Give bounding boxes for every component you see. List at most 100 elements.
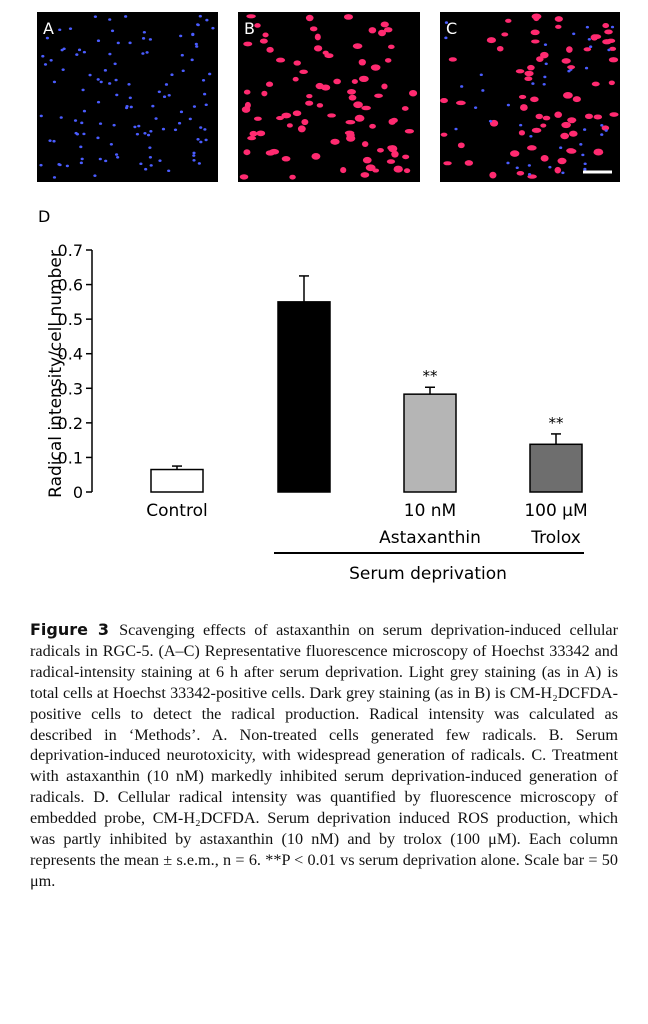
cell [96, 100, 101, 104]
cell [391, 150, 399, 158]
cell [197, 162, 201, 165]
cell [201, 78, 206, 82]
cell [158, 159, 162, 162]
cell [370, 64, 381, 71]
cell [535, 113, 543, 120]
panel-label: B [244, 19, 255, 38]
cell [443, 161, 452, 166]
cell [58, 28, 62, 32]
micrograph-a [37, 12, 218, 182]
figure: A B C D Radical intensity/cell number Se… [37, 12, 620, 584]
cell [276, 57, 286, 63]
cell [198, 14, 202, 18]
cell [383, 27, 393, 33]
cell [327, 113, 336, 118]
bar [529, 443, 583, 493]
cell [531, 39, 540, 44]
cell [149, 164, 153, 167]
cell [340, 166, 347, 174]
cell [108, 82, 112, 85]
cell [610, 25, 615, 29]
cell [360, 172, 370, 178]
cell [297, 125, 306, 133]
cell [530, 96, 539, 103]
cell [116, 41, 120, 45]
cell [181, 69, 185, 73]
cell [82, 50, 87, 54]
cell [109, 142, 113, 146]
cell [561, 58, 571, 64]
cell [306, 93, 313, 99]
cell [358, 58, 366, 66]
cell [141, 52, 145, 55]
cell [583, 167, 587, 171]
cell [115, 93, 119, 97]
cell [39, 114, 43, 118]
cell [560, 132, 570, 140]
cell [583, 47, 592, 52]
cell [559, 146, 563, 150]
cell [135, 132, 140, 136]
cell [114, 78, 118, 82]
cell [157, 90, 161, 94]
cell [518, 94, 527, 99]
cell [567, 117, 577, 123]
cell [510, 150, 520, 157]
x-tick-sublabel: Astaxanthin [379, 528, 481, 548]
cell [167, 169, 171, 173]
cell [41, 54, 45, 58]
y-tick-label: 0.7 [58, 241, 83, 260]
caption-label: Figure 3 [30, 620, 110, 639]
cell [365, 164, 376, 172]
cell [148, 38, 152, 41]
cell [148, 146, 152, 149]
cell [608, 80, 615, 86]
cell [388, 118, 396, 125]
cell [179, 34, 183, 38]
cell [591, 34, 602, 40]
cell [519, 123, 523, 127]
cell [344, 130, 355, 136]
cell [585, 25, 589, 29]
cell [361, 141, 369, 148]
cell [74, 131, 78, 135]
y-tick-label: 0.5 [58, 310, 83, 329]
cell [292, 110, 302, 117]
cell [79, 145, 83, 149]
cell [162, 95, 167, 99]
cell [609, 46, 617, 51]
cell [161, 127, 166, 131]
cell [203, 128, 207, 131]
cell [460, 85, 464, 88]
cell [133, 125, 137, 129]
cell [99, 80, 103, 84]
cell [110, 29, 115, 33]
cell [39, 163, 43, 167]
cell [68, 27, 73, 30]
cell [143, 131, 147, 135]
cell [141, 37, 146, 40]
cell [142, 30, 146, 34]
cell [345, 120, 356, 125]
cell [601, 125, 610, 131]
cell [587, 37, 591, 41]
panel-label: A [43, 19, 54, 38]
y-tick-label: 0.3 [58, 379, 83, 398]
cell [154, 117, 158, 120]
cell [196, 23, 200, 26]
cell [455, 100, 466, 106]
cell [321, 84, 331, 91]
cell [292, 76, 299, 82]
cell [124, 15, 128, 18]
cell [108, 18, 112, 21]
cell [146, 133, 151, 137]
cell [378, 29, 387, 37]
cell [311, 152, 321, 160]
bar [403, 393, 457, 493]
cell [98, 157, 102, 161]
cell [65, 164, 69, 168]
cells [39, 13, 619, 180]
cell [607, 48, 611, 52]
cell [388, 44, 395, 50]
